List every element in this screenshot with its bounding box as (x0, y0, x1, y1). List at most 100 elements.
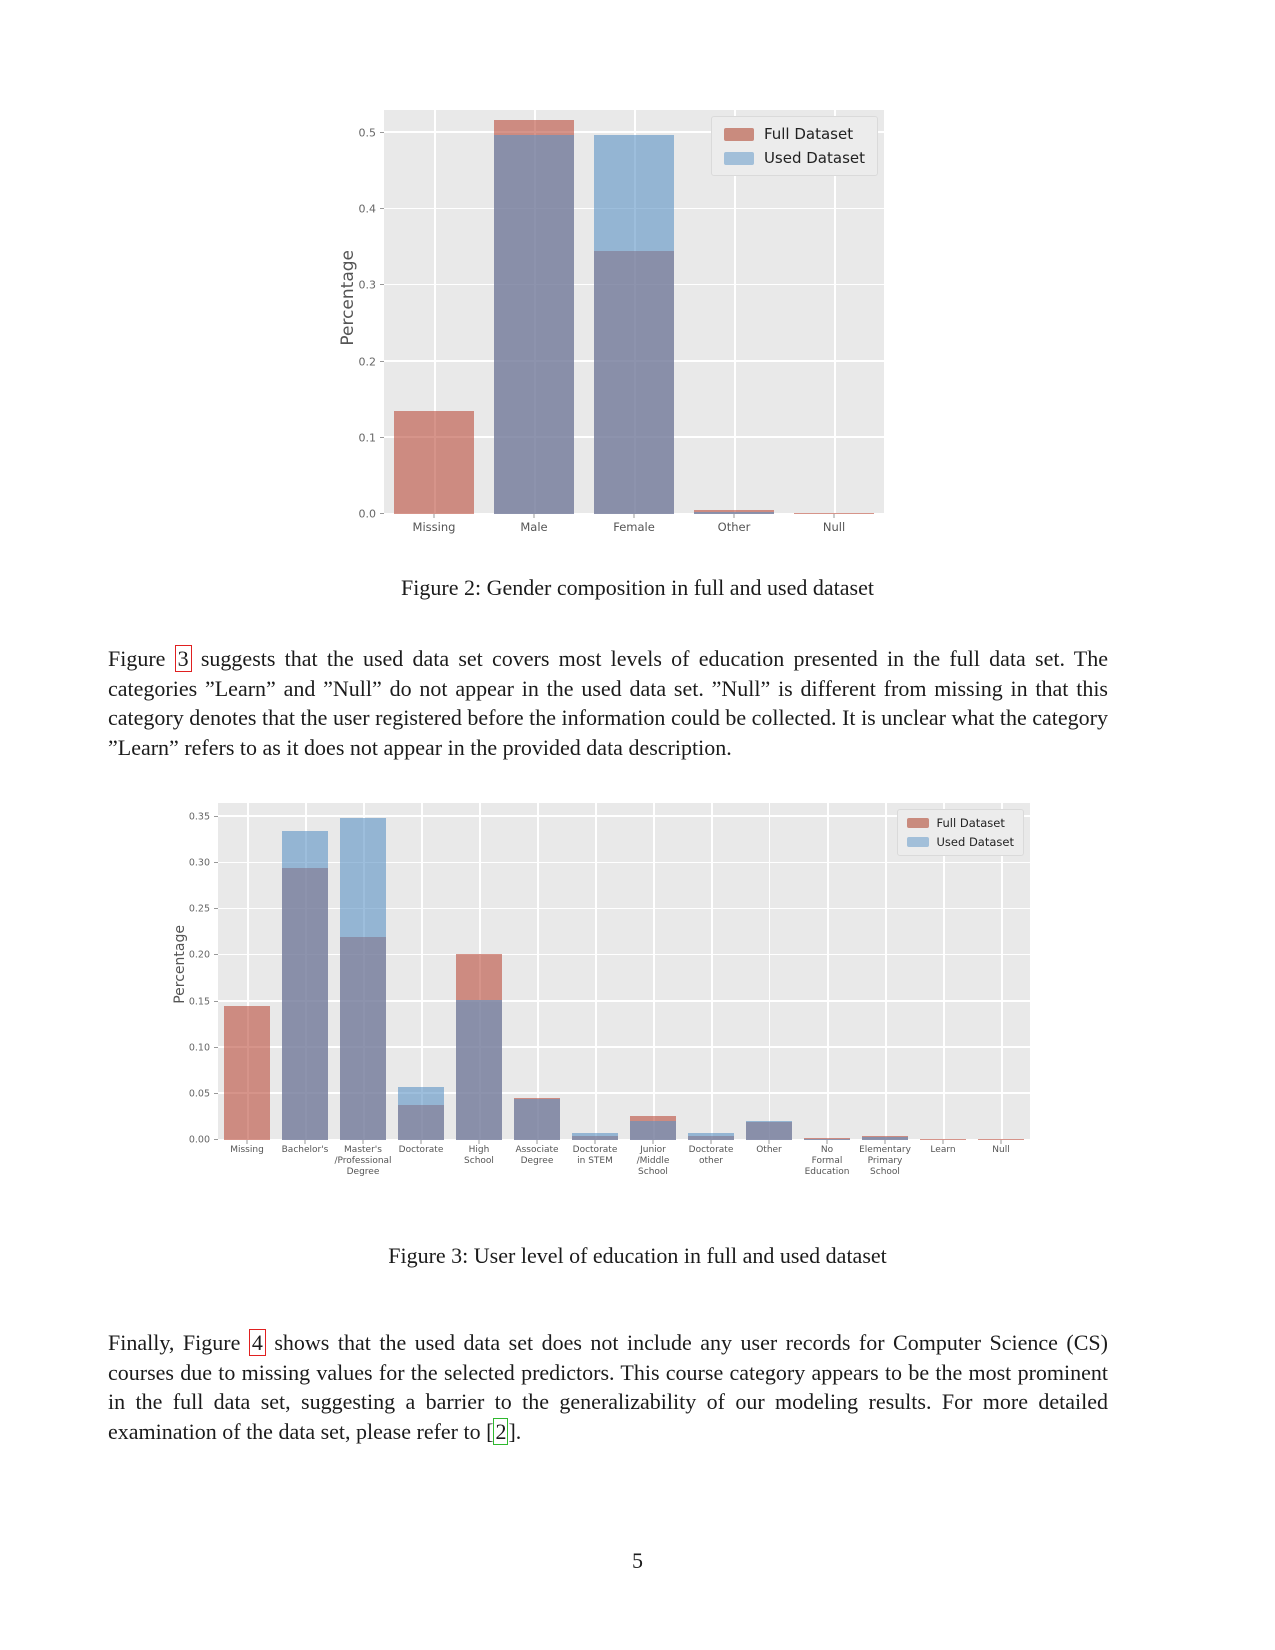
vertical-gridline (537, 803, 539, 1140)
figure2-caption: Figure 2: Gender composition in full and… (0, 575, 1275, 601)
y-tick-mark (380, 513, 384, 514)
x-tick-mark (633, 514, 635, 518)
y-tick-label: 0.35 (188, 811, 210, 823)
y-tick-mark (214, 1046, 218, 1048)
vertical-gridline (834, 110, 836, 514)
y-tick-mark (214, 908, 218, 910)
used-dataset-bar-4 (455, 999, 503, 1140)
x-tick-label: Bachelor's (281, 1145, 329, 1155)
x-tick-label: Other (756, 1145, 782, 1155)
page-number-text: 5 (632, 1548, 643, 1573)
x-tick-label: Missing (230, 1145, 264, 1155)
vertical-gridline (247, 803, 249, 1140)
used-dataset-bar-2 (594, 135, 674, 514)
figure2-legend: Full Dataset Used Dataset (710, 116, 878, 176)
figure3-legend: Full Dataset Used Dataset (896, 809, 1024, 856)
para2-text-pre: Finally, Figure (108, 1330, 249, 1355)
used-dataset-bar-10 (803, 1139, 851, 1140)
paragraph-course-category-discussion: Finally, Figure 4 shows that the used da… (108, 1328, 1108, 1446)
full-dataset-bar-4 (794, 513, 874, 514)
vertical-gridline (434, 110, 436, 514)
figure3-reference-link[interactable]: 3 (174, 645, 192, 672)
figure3-plot-area: Full Dataset Used Dataset 0.00 0.05 0.10 0.… (189, 803, 1030, 1177)
x-tick-label: Associate Degree (515, 1145, 559, 1166)
horizontal-gridline (218, 1138, 1030, 1140)
figure3-caption: Figure 3: User level of education in ful… (0, 1243, 1275, 1269)
horizontal-gridline (218, 1000, 1030, 1002)
full-dataset-swatch-icon (906, 818, 929, 828)
x-tick-label: Doctorate in STEM (572, 1145, 618, 1166)
horizontal-gridline (218, 861, 1030, 864)
used-dataset-bar-1 (494, 135, 574, 514)
para2-text-post: ]. (508, 1418, 522, 1444)
y-tick-mark (380, 436, 384, 438)
vertical-gridline (421, 803, 423, 1140)
x-tick-label: Elementary Primary School (859, 1145, 911, 1177)
y-tick-mark (214, 1000, 218, 1002)
y-tick-mark (380, 284, 384, 286)
x-tick-mark (768, 1140, 770, 1144)
used-dataset-bar-1 (281, 830, 329, 1140)
y-tick-label: 0.2 (358, 355, 377, 369)
x-tick-label: Null (992, 1145, 1010, 1155)
paragraph-education-discussion: Figure 3 suggests that the used data set… (108, 644, 1108, 762)
y-tick-label: 0.00 (188, 1134, 210, 1146)
used-dataset-bar-8 (687, 1132, 735, 1140)
x-tick-mark (1000, 1140, 1002, 1144)
figure2-plot-area: Full Dataset Used Dataset 0.0 0.1 0.2 0.3 0.… (359, 110, 884, 534)
y-tick-label: 0.10 (188, 1042, 210, 1054)
y-tick-label: 0.4 (358, 202, 377, 216)
legend-label-used: Used Dataset (763, 149, 865, 167)
y-tick-label: 0.0 (358, 507, 377, 521)
full-dataset-bar-0 (223, 1006, 271, 1140)
x-tick-mark (304, 1140, 306, 1144)
horizontal-gridline (218, 907, 1030, 910)
used-dataset-bar-6 (571, 1132, 619, 1140)
used-dataset-bar-7 (629, 1120, 677, 1140)
figure2-chart: Percentage Full Dataset Used Dataset 0.0… (332, 100, 890, 540)
used-dataset-bar-5 (513, 1099, 561, 1140)
para2-text-mid: shows that the used data set does not in… (108, 1330, 1108, 1444)
y-tick-mark (380, 360, 384, 362)
y-tick-label: 0.5 (358, 126, 377, 140)
figure3-caption-text: Figure 3: User level of education in ful… (388, 1243, 887, 1268)
used-dataset-swatch-icon (906, 837, 929, 847)
used-dataset-bar-11 (861, 1137, 909, 1140)
x-tick-label: High School (464, 1145, 494, 1166)
y-tick-mark (214, 954, 218, 956)
vertical-gridline (1001, 803, 1003, 1140)
x-tick-mark (942, 1140, 944, 1144)
x-tick-mark (246, 1140, 248, 1144)
page-number: 5 (0, 1548, 1275, 1574)
x-tick-mark (533, 514, 535, 518)
vertical-gridline (711, 803, 713, 1140)
legend-label-full: Full Dataset (763, 125, 854, 143)
y-tick-mark (214, 1139, 218, 1140)
used-dataset-bar-9 (745, 1120, 793, 1140)
full-dataset-swatch-icon (723, 127, 754, 141)
citation-2-link[interactable]: 2 (493, 1417, 509, 1445)
y-tick-label: 0.3 (358, 278, 377, 292)
figure2-caption-text: Figure 2: Gender composition in full and… (401, 575, 874, 600)
vertical-gridline (595, 803, 597, 1140)
x-tick-label: Null (822, 520, 846, 534)
legend-row-full-dataset: Full Dataset (723, 125, 865, 143)
y-tick-label: 0.25 (188, 903, 210, 915)
used-dataset-bar-2 (339, 817, 387, 1140)
used-dataset-bar-3 (694, 511, 774, 514)
used-dataset-bar-3 (397, 1087, 445, 1140)
y-tick-label: 0.15 (188, 996, 210, 1008)
x-tick-mark (478, 1140, 480, 1144)
y-tick-label: 0.1 (358, 431, 377, 445)
y-tick-label: 0.05 (188, 1088, 210, 1100)
y-tick-label: 0.30 (188, 857, 210, 869)
x-tick-label: No Formal Education (804, 1145, 850, 1177)
figure4-reference-link[interactable]: 4 (248, 1329, 266, 1356)
para1-text-post: suggests that the used data set covers m… (108, 646, 1108, 760)
x-tick-mark (826, 1140, 828, 1144)
vertical-gridline (768, 803, 771, 1140)
x-tick-mark (536, 1140, 538, 1144)
figure3-y-axis-label: Percentage (172, 925, 188, 1004)
legend-row-used-dataset: Used Dataset (906, 835, 1014, 849)
